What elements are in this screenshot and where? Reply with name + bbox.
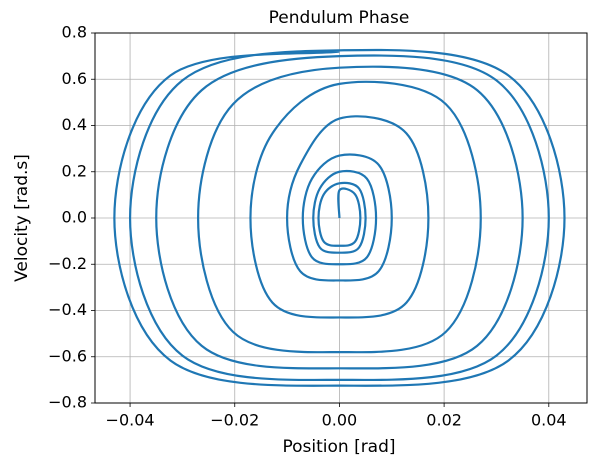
- y-axis-label: Velocity [rad.s]: [12, 154, 32, 282]
- y-tick-label: 0.8: [62, 23, 87, 42]
- y-tick-label: 0.0: [62, 208, 87, 227]
- phase-line: [113, 48, 566, 387]
- x-tick-label: 0.04: [531, 411, 567, 430]
- plot-frame: [94, 32, 588, 404]
- y-tick-label: −0.8: [48, 393, 87, 412]
- x-tick-label: −0.02: [210, 411, 259, 430]
- y-tick-label: 0.6: [62, 69, 87, 88]
- chart-title: Pendulum Phase: [269, 8, 410, 28]
- y-tick-label: −0.4: [48, 300, 87, 319]
- y-tick-label: −0.2: [48, 254, 87, 273]
- x-axis-label: Position [rad]: [282, 437, 395, 457]
- y-tick-label: −0.6: [48, 346, 87, 365]
- y-tick-label: 0.2: [62, 161, 87, 180]
- y-tick-label: 0.4: [62, 115, 87, 134]
- x-tick-label: 0.00: [322, 411, 358, 430]
- x-tick-label: 0.02: [426, 411, 462, 430]
- x-tick-label: −0.04: [106, 411, 155, 430]
